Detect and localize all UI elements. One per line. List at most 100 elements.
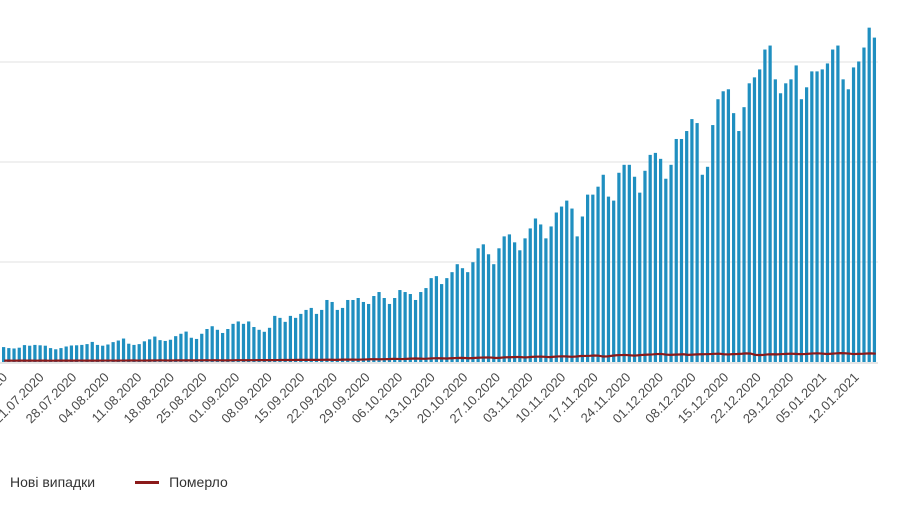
- cases-bar[interactable]: [429, 278, 433, 362]
- cases-bar[interactable]: [158, 340, 162, 362]
- cases-bar[interactable]: [288, 315, 293, 362]
- cases-bar[interactable]: [38, 345, 42, 362]
- cases-bar[interactable]: [805, 87, 809, 363]
- cases-bar[interactable]: [758, 69, 762, 362]
- cases-bar[interactable]: [773, 79, 777, 362]
- cases-bar[interactable]: [872, 37, 877, 362]
- cases-bar[interactable]: [549, 226, 553, 362]
- cases-bar[interactable]: [450, 272, 454, 362]
- cases-bar[interactable]: [184, 331, 188, 362]
- cases-bar[interactable]: [747, 83, 751, 362]
- cases-bar[interactable]: [695, 123, 699, 362]
- cases-bar[interactable]: [486, 254, 491, 362]
- cases-bar[interactable]: [262, 331, 266, 362]
- cases-bar[interactable]: [627, 164, 631, 362]
- cases-bar[interactable]: [669, 164, 673, 362]
- cases-bar[interactable]: [377, 292, 381, 362]
- cases-bar[interactable]: [340, 307, 345, 362]
- cases-bar[interactable]: [528, 228, 532, 362]
- cases-bar[interactable]: [481, 244, 485, 362]
- cases-bar[interactable]: [101, 345, 105, 362]
- cases-bar[interactable]: [445, 278, 449, 362]
- cases-bar[interactable]: [591, 194, 595, 362]
- cases-bar[interactable]: [836, 45, 840, 363]
- cases-bar[interactable]: [142, 341, 147, 362]
- cases-bar[interactable]: [361, 301, 366, 362]
- cases-bar[interactable]: [90, 341, 94, 362]
- cases-bar[interactable]: [403, 292, 407, 362]
- cases-bar[interactable]: [679, 138, 684, 362]
- cases-bar[interactable]: [59, 348, 63, 362]
- cases-bar[interactable]: [231, 323, 235, 362]
- cases-bar[interactable]: [460, 268, 465, 362]
- cases-bar[interactable]: [372, 296, 376, 362]
- cases-bar[interactable]: [28, 345, 32, 362]
- cases-bar[interactable]: [247, 321, 251, 362]
- cases-bar[interactable]: [685, 131, 689, 362]
- cases-bar[interactable]: [820, 69, 824, 362]
- cases-bar[interactable]: [95, 344, 100, 362]
- cases-bar[interactable]: [674, 138, 678, 362]
- cases-bar[interactable]: [789, 79, 793, 362]
- cases-bar[interactable]: [2, 347, 6, 362]
- cases-bar[interactable]: [726, 89, 731, 362]
- cases-bar[interactable]: [43, 345, 47, 362]
- cases-bar[interactable]: [471, 262, 475, 362]
- cases-bar[interactable]: [267, 327, 272, 362]
- cases-bar[interactable]: [189, 337, 193, 362]
- cases-bar[interactable]: [12, 348, 16, 362]
- cases-bar[interactable]: [518, 250, 522, 362]
- cases-bar[interactable]: [200, 333, 204, 362]
- cases-bar[interactable]: [314, 313, 319, 362]
- cases-bar[interactable]: [398, 290, 402, 362]
- cases-bar[interactable]: [163, 340, 167, 362]
- cases-bar[interactable]: [346, 299, 350, 362]
- cases-bar[interactable]: [241, 323, 246, 362]
- cases-bar[interactable]: [700, 174, 704, 362]
- cases-bar[interactable]: [179, 333, 183, 362]
- cases-bar[interactable]: [273, 315, 277, 362]
- cases-bar[interactable]: [794, 65, 798, 363]
- cases-bar[interactable]: [17, 347, 21, 362]
- cases-bar[interactable]: [711, 125, 715, 362]
- cases-bar[interactable]: [763, 49, 767, 362]
- cases-bar[interactable]: [351, 299, 355, 362]
- cases-bar[interactable]: [226, 329, 230, 362]
- cases-bar[interactable]: [424, 288, 428, 362]
- cases-bar[interactable]: [586, 194, 590, 362]
- cases-bar[interactable]: [799, 99, 804, 362]
- cases-bar[interactable]: [80, 344, 84, 362]
- cases-bar[interactable]: [862, 47, 866, 362]
- cases-bar[interactable]: [325, 299, 329, 362]
- cases-bar[interactable]: [33, 344, 37, 362]
- cases-bar[interactable]: [221, 332, 225, 362]
- cases-bar[interactable]: [643, 170, 647, 362]
- cases-bar[interactable]: [127, 343, 131, 362]
- cases-bar[interactable]: [320, 309, 324, 362]
- cases-bar[interactable]: [54, 349, 58, 362]
- cases-bar[interactable]: [194, 338, 199, 362]
- cases-bar[interactable]: [299, 313, 303, 362]
- cases-bar[interactable]: [419, 292, 423, 362]
- cases-bar[interactable]: [638, 192, 642, 362]
- cases-bar[interactable]: [867, 27, 871, 362]
- cases-bar[interactable]: [440, 284, 444, 362]
- cases-bar[interactable]: [831, 49, 835, 362]
- cases-bar[interactable]: [497, 248, 501, 362]
- cases-bar[interactable]: [690, 119, 694, 362]
- cases-bar[interactable]: [648, 154, 652, 362]
- cases-bar[interactable]: [533, 218, 538, 362]
- cases-bar[interactable]: [215, 329, 220, 362]
- cases-bar[interactable]: [575, 236, 579, 362]
- cases-bar[interactable]: [601, 174, 605, 362]
- cases-bar[interactable]: [737, 131, 741, 362]
- cases-bar[interactable]: [632, 176, 637, 362]
- cases-bar[interactable]: [768, 45, 772, 363]
- cases-bar[interactable]: [330, 301, 334, 362]
- cases-bar[interactable]: [539, 224, 543, 362]
- cases-bar[interactable]: [382, 298, 386, 362]
- cases-bar[interactable]: [752, 77, 757, 363]
- cases-bar[interactable]: [778, 93, 783, 362]
- cases-bar[interactable]: [732, 113, 736, 362]
- cases-bar[interactable]: [596, 186, 600, 362]
